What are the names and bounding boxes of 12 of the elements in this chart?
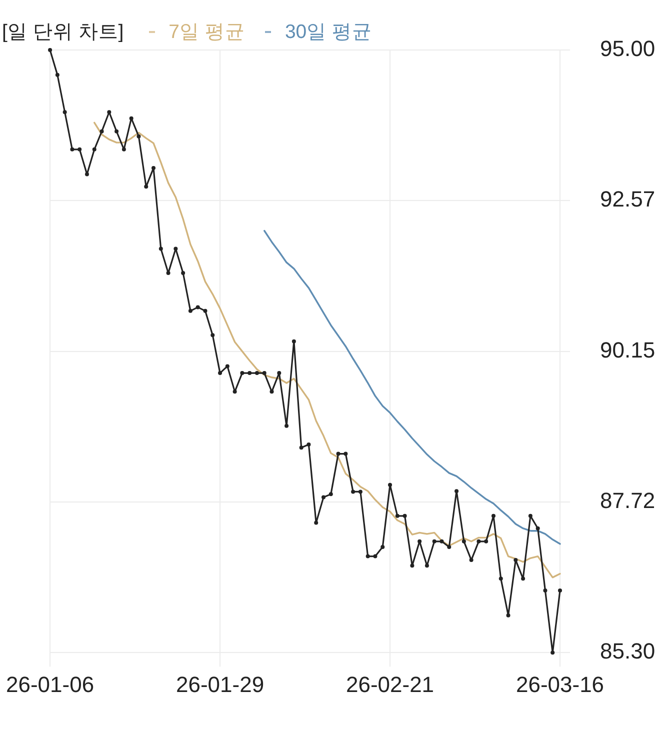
- x-tick-label: 26-02-21: [346, 672, 434, 697]
- y-tick-label: 90.15: [600, 337, 656, 362]
- y-tick-label: 95.00: [600, 36, 656, 62]
- x-tick-label: 26-01-06: [6, 672, 94, 697]
- chart-title: [일 단위 차트]: [2, 20, 124, 44]
- y-tick-label: 92.57: [600, 186, 656, 212]
- legend-label: 7일 평균: [168, 20, 245, 44]
- y-tick-label: 87.72: [600, 488, 656, 514]
- legend-label: 30일 평균: [284, 20, 372, 44]
- y-tick-label: 85.30: [600, 638, 656, 664]
- x-tick-label: 26-03-16: [516, 672, 604, 697]
- x-tick-label: 26-01-29: [176, 672, 264, 697]
